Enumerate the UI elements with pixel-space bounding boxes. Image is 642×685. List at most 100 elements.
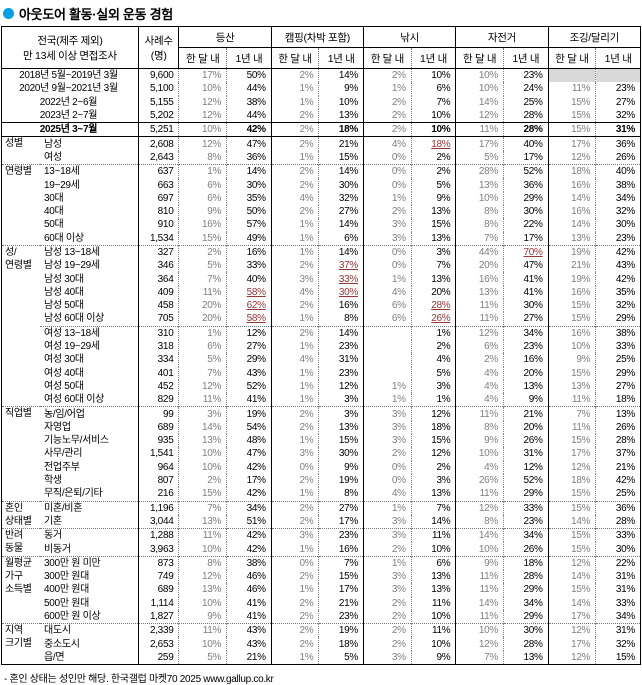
group-label: 직업별 [5,408,32,420]
value-cell: 12% [411,447,457,461]
value-cell: 30% [503,299,549,313]
value-cell: 15% [548,312,597,327]
value-cell: 3% [271,528,320,543]
value-cell: 7% [411,501,457,515]
value-cell: 14% [548,569,597,584]
value-cell: 3% [178,406,228,421]
value-cell: 29% [226,353,272,367]
sub-header-month: 한 달 내 [547,47,597,69]
group-label: 혼인 상태별 [5,502,32,527]
table-row: 50대 910 16% 57% 1% 14% 3% 15% 8% 22% 14% 30% [2,218,641,232]
value-cell: 30% [318,447,365,461]
value-cell: 15% [548,434,597,448]
value-cell: 11% [411,528,457,543]
value-cell: 46% [226,583,272,597]
value-cell: 2% [271,637,320,651]
value-cell: 14% [318,68,365,83]
table-row: 60대 이상 1,534 15% 49% 1% 6% 3% 13% 7% 17% 13% 23% [2,231,641,246]
value-cell: 24% [503,82,549,96]
value-cell: 31% [595,583,641,597]
table-row: 무직/은퇴/기타 216 15% 42% 1% 8% 4% 13% 11% 29% 15% 25% [2,487,641,501]
value-cell: 10% [178,542,228,557]
value-cell: 32% [595,637,641,651]
value-cell: 35% [595,285,641,300]
value-cell: 8% [455,420,504,435]
value-cell: 14% [455,95,504,109]
row-label: 남성 50대 [40,299,139,313]
value-cell: 14% [548,596,597,610]
value-cell: 16% [226,245,272,260]
value-cell: 12% [178,108,228,123]
value-cell: 38% [226,556,272,570]
value-cell: 7% [548,406,597,421]
group-label: 연령별 [5,166,32,178]
value-cell: 31% [318,353,365,367]
value-cell: 34% [595,609,641,624]
table-row: 여성 30대 334 5% 29% 4% 31% 4% 2% 16% 9% 25% [2,353,641,367]
value-cell: 10% [178,122,228,138]
value-cell: 13% [411,569,457,584]
table-row: 학생 807 2% 17% 2% 19% 0% 3% 26% 52% 18% 42% [2,473,641,488]
value-cell: 15% [318,434,365,448]
value-cell: 4% [271,353,320,367]
value-cell: 12% [226,325,272,340]
group-label: 월평균 가구 소득별 [5,557,32,596]
value-cell: 10% [178,637,228,651]
value-cell: 9% [548,353,597,367]
value-cell: 16% [178,218,228,232]
value-cell: 2% [271,501,320,515]
cases-cell: 409 [138,285,180,300]
value-cell: 1% [271,393,320,407]
cases-cell: 697 [138,191,180,205]
value-cell: 2% [363,623,412,638]
value-cell: 20% [178,312,228,327]
value-cell: 34% [503,596,549,610]
table-row: 전업주부 964 10% 42% 0% 9% 0% 2% 4% 12% 12% 21% [2,460,641,474]
value-cell: 1% [411,325,457,340]
row-label: 2018년 5월~2019년 3월 [1,68,139,83]
value-cell: 42% [595,473,641,488]
cases-cell: 689 [138,420,180,435]
value-cell: 25% [503,95,549,109]
value-cell: 41% [503,272,549,286]
value-cell: 4% [363,285,412,300]
row-label: 400만 원대 [40,583,139,597]
value-cell: 40% [226,272,272,286]
value-cell: 15% [411,434,457,448]
value-cell: 40% [503,136,549,151]
value-cell: 2% [271,406,320,421]
table-row: 남성 50대 458 20% 62% 2% 16% 6% 28% 11% 30% 15% 32% [2,299,641,313]
value-cell: 5% [178,650,228,665]
table-row: 여성 13~18세 310 1% 12% 2% 14% 1% 12% 34% 16% 38% [2,325,641,340]
sub-header-year: 1년 내 [502,47,549,69]
cases-cell: 5,251 [138,122,180,138]
value-cell: 42% [226,487,272,501]
value-cell: 1% [178,164,228,179]
value-cell: 37% [595,447,641,461]
row-label: 여성 40대 [40,366,139,380]
row-label: 19~29세 [40,178,139,192]
value-cell: 50% [226,204,272,219]
value-cell: 33% [595,596,641,610]
table-row: 읍/면 259 5% 21% 1% 5% 3% 9% 7% 13% 12% 15% [2,650,641,665]
value-cell: 42% [226,460,272,474]
value-cell: 2% [363,637,412,651]
cases-cell: 3,963 [138,542,180,557]
value-cell: 1% [271,487,320,501]
value-cell: 41% [226,596,272,610]
value-cell: 20% [503,420,549,435]
value-cell: 2% [411,339,457,354]
value-cell: 2% [363,204,412,219]
value-cell: 12% [455,108,504,123]
value-cell: 5% [411,366,457,380]
value-cell [595,68,641,83]
value-cell: 14% [411,514,457,529]
value-cell: 43% [226,623,272,638]
value-cell: 18% [503,556,549,570]
value-cell: 3% [363,218,412,232]
value-cell: 11% [455,406,504,421]
row-label: 무직/은퇴/기타 [40,487,139,501]
value-cell: 48% [226,434,272,448]
value-cell: 9% [455,556,504,570]
row-label: 남성 60대 이상 [40,312,139,327]
